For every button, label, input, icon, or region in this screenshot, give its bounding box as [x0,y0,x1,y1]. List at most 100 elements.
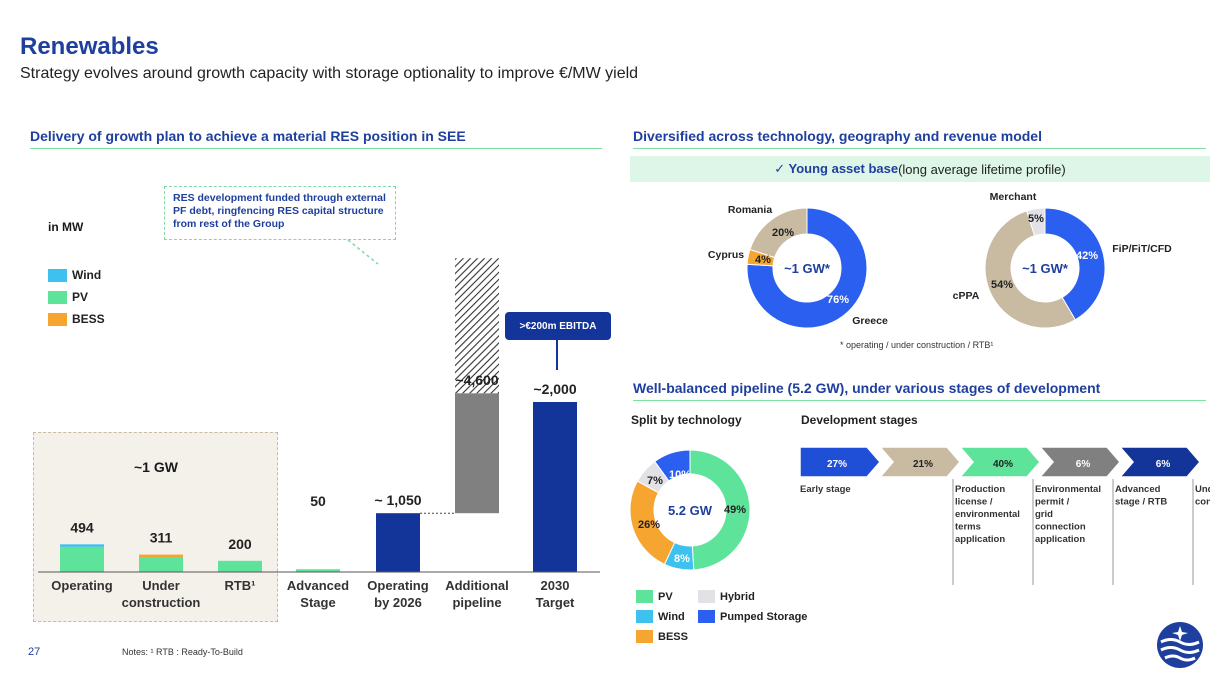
stage-chevron [878,447,961,478]
ebitda-badge: >€200m EBITDA [505,312,611,340]
category-label: Target [536,595,575,610]
bar-value-label: 311 [150,530,173,546]
gw-group-label: ~1 GW [134,459,178,475]
wind-swatch [48,268,67,282]
right-top-heading-rule [633,148,1206,149]
bar-additional-pipeline [455,393,499,514]
right-bottom-heading-rule [633,400,1206,401]
left-heading: Delivery of growth plan to achieve a mat… [30,128,466,144]
donut-slice-pv [689,449,751,571]
donut-center-label: ~1 GW* [784,261,831,276]
notes: Notes: ¹ RTB : Ready-To-Build [122,647,243,657]
split-label: Split by technology [631,413,742,427]
hybrid-swatch [698,590,715,603]
legend-label: PV [72,290,89,304]
bar-pipeline-hatched [455,258,499,394]
stage-description-label: construction [1195,497,1210,508]
right-bottom-heading: Well-balanced pipeline (5.2 GW), under v… [633,380,1101,396]
technology-legend: PV Hybrid Wind Pumped Storage BESS [636,590,836,650]
bar-value-label: ~2,000 [533,381,576,397]
donut-slice-merchant [1026,207,1046,237]
stage-chevron [958,447,1041,478]
stage-chevron [1118,447,1201,478]
bess-swatch [636,630,653,643]
category-label: Additional [445,578,509,593]
operating-footnote: * operating / under construction / RTB¹ [840,340,994,350]
category-label: construction [122,595,201,610]
category-label: Operating [367,578,428,593]
stage-description-label: Environmental [1035,484,1101,495]
stage-description-label: grid [1035,509,1053,520]
slice-percent-label: 10% [669,469,691,481]
revenue-donut-chart: ~1 GW* 42% 54% 5% FiP/FiT/CFD cPPA Merchant [953,191,1172,329]
slice-percent-label: 8% [674,553,690,565]
stage-percent-label: 6% [1076,459,1091,470]
young-asset-banner: ✓ Young asset base (long average lifetim… [630,156,1210,182]
slice-category-label: Greece [852,315,888,327]
slice-percent-label: 7% [647,475,663,487]
bar-segment-pv [296,569,340,572]
legend-label: BESS [72,312,105,326]
stage-description-label: Advanced [1115,484,1161,495]
legend-item-wind: Wind [48,264,105,286]
stage-description-label: terms [955,522,981,533]
legend-item-wind: Wind [636,610,685,623]
legend-label: Wind [72,268,102,282]
stage-description-label: environmental [955,509,1020,520]
legend-label: Wind [658,610,685,623]
category-label: by 2026 [374,595,422,610]
legend-item-pv: PV [636,590,673,603]
bar-segment-bess [139,554,183,558]
page-title: Renewables [20,33,159,60]
legend-item-hybrid: Hybrid [698,590,755,603]
bar-value-label: 494 [70,519,94,535]
bar-value-label: 200 [228,536,252,552]
legend-item-pv: PV [48,286,105,308]
slice-percent-label: 20% [772,227,794,239]
stage-chevron [800,447,881,478]
stage-description-label: Production [955,484,1005,495]
slice-category-label: Cyprus [708,249,744,261]
pumped-storage-swatch [698,610,715,623]
bar-2030-target [533,402,577,572]
slice-category-label: Romania [728,204,773,216]
stage-percent-label: 6% [1156,459,1171,470]
category-label: Under [142,578,180,593]
wind-swatch [636,610,653,623]
bar-legend: Wind PV BESS [48,264,105,330]
donut-slice-greece [746,207,868,329]
development-stages-chevrons: 27% Early stage 21% Production license /envi… [800,447,1210,585]
ebitda-label: >€200m EBITDA [519,320,597,332]
legend-item-bess: BESS [48,308,105,330]
category-label: pipeline [452,595,501,610]
donut-center-label: 5.2 GW [668,503,713,518]
slice-category-label: cPPA [953,290,980,302]
technology-donut-chart: 5.2 GW 49% 8% 26% 7% 10% [629,449,751,571]
ebitda-connector [556,340,558,370]
stage-chevron [1038,447,1121,478]
stage-description-label: Under [1195,484,1210,495]
stage-description-label: stage / RTB [1115,497,1167,508]
legend-item-pumped-storage: Pumped Storage [698,610,807,623]
banner-rest: (long average lifetime profile) [898,161,1066,177]
funding-callout: RES development funded through external … [164,186,396,240]
unit-label: in MW [48,220,84,234]
slice-percent-label: 76% [827,294,849,306]
donut-slice-fip-fit-cfd [1044,207,1106,321]
stage-percent-label: 40% [993,459,1013,470]
category-label: Operating [51,578,112,593]
donut-slice-pumped-storage [654,449,691,482]
bar-segment-pv [60,546,104,572]
category-label: Stage [300,595,335,610]
donut-slice-romania [749,207,808,259]
category-label: 2030 [541,578,570,593]
slice-category-label: Merchant [990,191,1037,203]
bess-swatch [48,312,67,326]
slice-percent-label: 42% [1076,250,1098,262]
stage-description-label: license / [955,497,993,508]
slice-percent-label: 49% [724,504,746,516]
stage-description-label: permit / [1035,497,1070,508]
callout-text: RES development funded through external … [173,192,386,230]
bar-value-label: ~4,600 [455,372,498,388]
legend-item-bess: BESS [636,630,688,643]
